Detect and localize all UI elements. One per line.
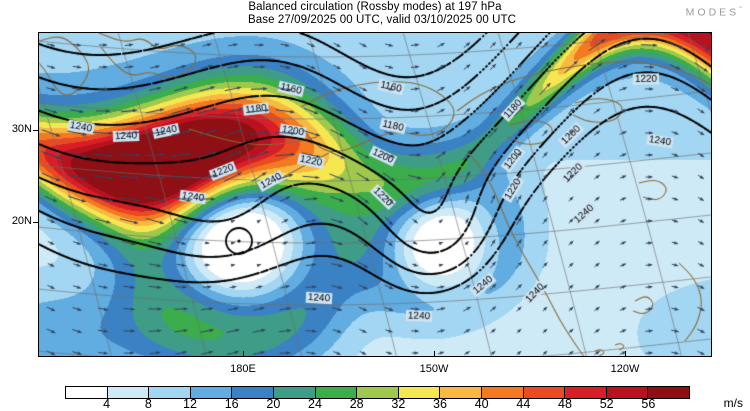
colorbar-tick-label: 36 <box>433 397 447 411</box>
colorbar-cell[interactable] <box>232 386 274 398</box>
colorbar-tick-label: 52 <box>599 397 614 411</box>
longitude-tick-label: 180E <box>230 363 256 375</box>
colorbar-cell[interactable] <box>565 386 607 398</box>
colorbar-cell[interactable] <box>149 386 191 398</box>
colorbar-tick-label: 44 <box>516 397 531 411</box>
longitude-tick-label: 150W <box>419 363 449 375</box>
colorbar-cell[interactable] <box>440 386 482 398</box>
colorbar-cell[interactable] <box>398 386 441 398</box>
latitude-tick-mark <box>33 130 39 132</box>
latitude-tick-label: 20N <box>11 215 32 227</box>
modes-logo-text: MODES <box>685 6 740 19</box>
colorbar-tick-label: 28 <box>349 397 364 411</box>
colorbar-tick-label: 12 <box>183 397 197 411</box>
colorbar-tick-label: 8 <box>144 397 152 411</box>
colorbar-tick-label: 48 <box>558 397 572 411</box>
colorbar-cell[interactable] <box>648 386 689 398</box>
longitude-tick-mark <box>625 351 627 357</box>
chart-title-block: Balanced circulation (Rossby modes) at 1… <box>0 1 750 27</box>
colorbar-tick-label: 40 <box>474 397 489 411</box>
colorbar-cell[interactable] <box>523 386 566 398</box>
colorbar-tick-label: 32 <box>391 397 406 411</box>
colorbar-tick-label: 20 <box>266 397 281 411</box>
colorbar-cell[interactable] <box>190 386 233 398</box>
colorbar-cell[interactable] <box>357 386 399 398</box>
longitude-tick-mark <box>434 351 436 357</box>
longitude-tick-mark <box>243 351 245 357</box>
modes-logo-mark: ° <box>739 6 742 13</box>
colorbar-cell[interactable] <box>107 386 150 398</box>
colorbar-cell[interactable] <box>481 386 524 398</box>
longitude-tick-label: 120W <box>610 363 640 375</box>
colorbar-tick-label: 24 <box>308 397 322 411</box>
colorbar-tick-label: 56 <box>641 397 656 411</box>
colorbar-tick-label: 16 <box>224 397 239 411</box>
colorbar[interactable] <box>65 385 690 399</box>
colorbar-tick-label: 4 <box>103 397 111 411</box>
map-plot-area[interactable] <box>38 32 712 357</box>
latitude-tick-label: 30N <box>11 123 32 135</box>
chart-subtitle: Base 27/09/2025 00 UTC, valid 03/10/2025… <box>247 14 517 26</box>
colorbar-cell[interactable] <box>66 386 108 398</box>
wind-speed-heatmap <box>39 33 711 356</box>
latitude-tick-mark <box>33 222 39 224</box>
page-title: Balanced circulation (Rossby modes) at 1… <box>248 1 502 13</box>
modes-logo: MODES° <box>686 6 742 19</box>
colorbar-cell[interactable] <box>606 386 649 398</box>
colorbar-cell[interactable] <box>273 386 316 398</box>
colorbar-cell[interactable] <box>315 386 358 398</box>
colorbar-units-label: m/s <box>723 396 743 410</box>
